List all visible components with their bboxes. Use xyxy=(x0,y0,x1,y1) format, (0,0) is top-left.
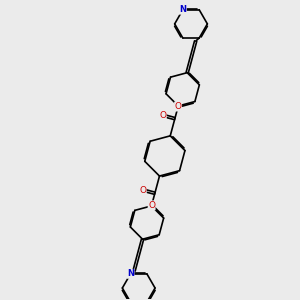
Text: O: O xyxy=(175,102,182,111)
Text: O: O xyxy=(148,201,155,210)
Text: N: N xyxy=(179,5,186,14)
Text: O: O xyxy=(139,185,146,194)
Text: N: N xyxy=(127,269,134,278)
Text: O: O xyxy=(159,111,166,120)
